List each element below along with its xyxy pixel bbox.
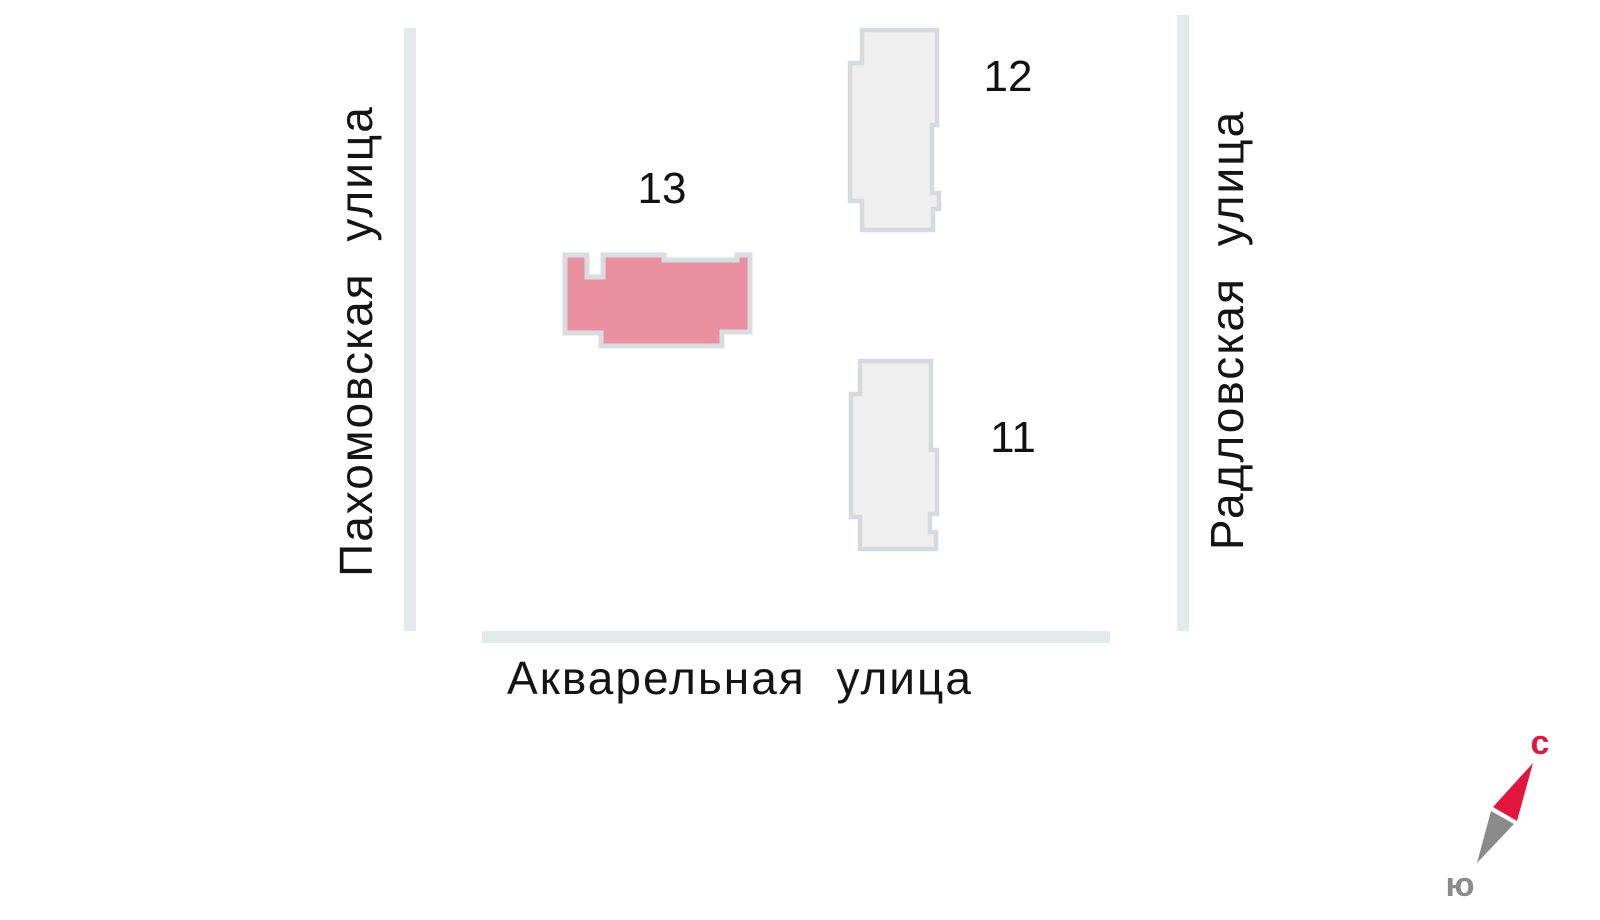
compass-south-needle-icon <box>1477 811 1514 863</box>
street-label-akvarelnaya: Акварельная улица <box>507 652 973 704</box>
street-label-radlovskaya: Радловская улица <box>1201 110 1253 550</box>
street-line-pakhomovskaya <box>404 28 416 631</box>
compass-north-label: с <box>1531 724 1550 762</box>
building-12-label: 12 <box>984 52 1033 101</box>
building-11-label: 11 <box>990 413 1036 462</box>
building-13-label: 13 <box>638 164 687 213</box>
building-13-footprint[interactable] <box>562 252 753 349</box>
compass-north-needle-icon <box>1493 763 1533 821</box>
street-line-radlovskaya <box>1177 15 1189 631</box>
compass: с ю <box>1445 724 1549 904</box>
building-12-footprint[interactable] <box>847 27 942 233</box>
compass-south-label: ю <box>1445 866 1474 904</box>
street-label-pakhomovskaya: Пахомовская улица <box>330 105 382 577</box>
street-line-akvarelnaya <box>482 631 1110 643</box>
building-11-footprint[interactable] <box>848 358 940 552</box>
